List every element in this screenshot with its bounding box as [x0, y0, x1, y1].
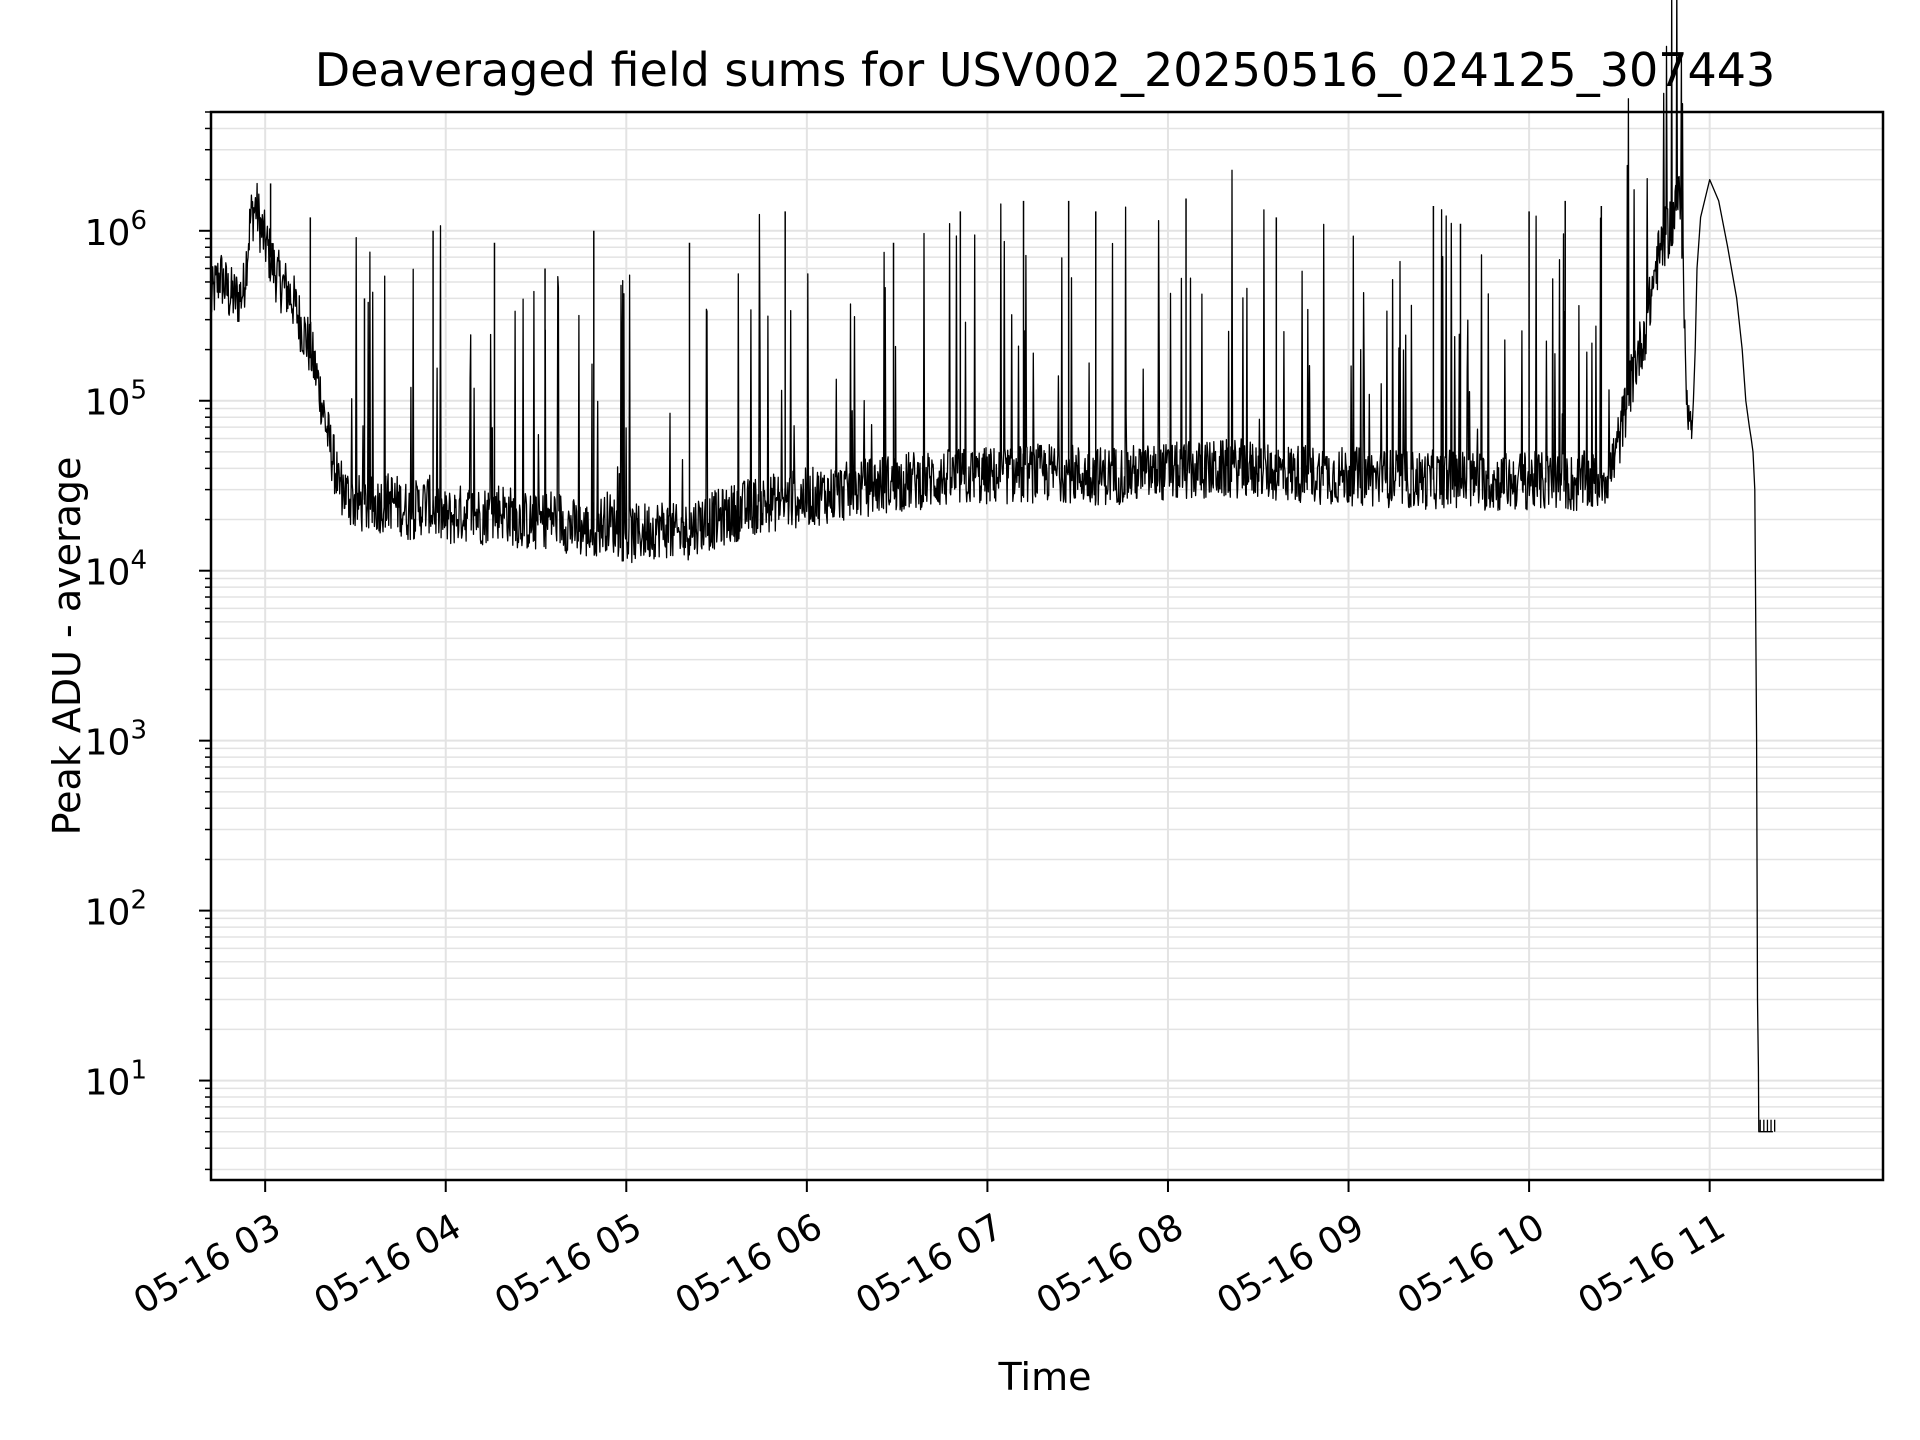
- y-tick-label: 101: [85, 1056, 147, 1104]
- plot-frame: [209, 110, 1885, 1182]
- y-tick-label: 106: [85, 206, 147, 254]
- series-path: [210, 0, 1773, 1133]
- grid: [211, 111, 1883, 1180]
- y-axis: 101 102 103 104 105 106: [85, 111, 211, 1171]
- series-line: [210, 0, 1776, 1133]
- y-tick-label: 104: [85, 546, 147, 594]
- y-tick-label: 103: [85, 716, 147, 764]
- chart-title: Deaveraged field sums for USV002_2025051…: [315, 43, 1776, 97]
- y-tick-label: 102: [85, 886, 147, 934]
- x-axis-label: Time: [998, 1355, 1092, 1399]
- y-axis-label: Peak ADU - average: [45, 457, 89, 836]
- y-tick-label: 105: [85, 376, 147, 424]
